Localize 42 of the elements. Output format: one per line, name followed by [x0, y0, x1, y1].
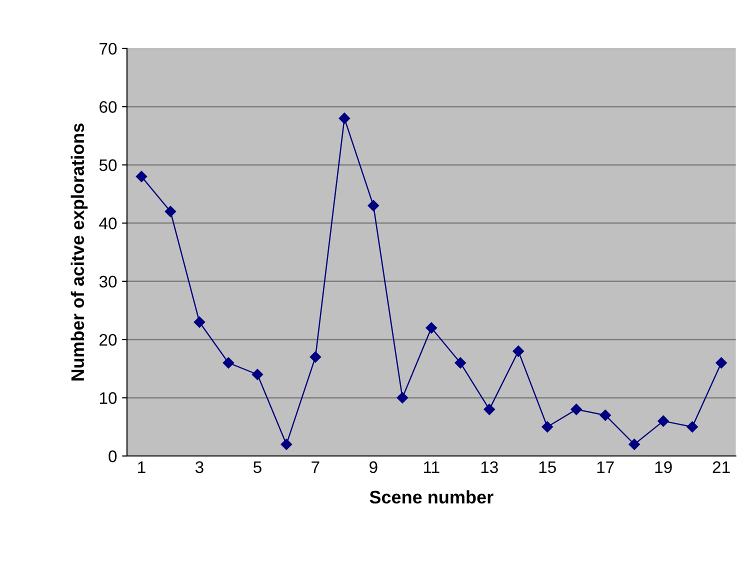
- x-tick-label: 13: [481, 461, 498, 474]
- point: [658, 415, 669, 427]
- point: [136, 170, 148, 182]
- y-tick-label: 40: [99, 218, 117, 230]
- x-tick-label: 17: [597, 461, 614, 473]
- point: [222, 357, 234, 368]
- point: [426, 322, 437, 334]
- x-tick-label: 21: [712, 461, 730, 473]
- point: [512, 346, 524, 357]
- point: [194, 316, 206, 328]
- x-tick-label: 1: [138, 461, 146, 473]
- point: [164, 206, 176, 218]
- point: [686, 421, 698, 432]
- y-tick-label: 0: [108, 450, 117, 462]
- x-tick-label: 7: [312, 461, 320, 473]
- point: [716, 357, 727, 368]
- x-tick-label: 11: [424, 461, 440, 473]
- point: [542, 421, 553, 432]
- y-tick-label: 60: [100, 101, 117, 113]
- point: [628, 438, 640, 450]
- point: [570, 404, 582, 416]
- x-tick-label: 5: [253, 461, 262, 474]
- point: [600, 410, 611, 421]
- x-tick-label: 15: [539, 461, 556, 474]
- point: [454, 357, 466, 368]
- x-tick-label: 9: [370, 461, 378, 474]
- y-axis-title: Number of acitve explorations: [70, 124, 88, 380]
- x-axis-title: Scene number: [370, 490, 494, 504]
- point: [368, 200, 380, 212]
- y-tick-label: 20: [100, 334, 117, 346]
- point: [396, 392, 408, 404]
- y-tick-label: 30: [99, 276, 117, 288]
- y-tick-label: 70: [100, 42, 117, 55]
- point: [310, 351, 322, 363]
- x-tick-label: 3: [195, 461, 204, 474]
- point: [338, 112, 350, 124]
- point: [252, 368, 264, 380]
- point: [484, 404, 495, 416]
- x-tick-label: 19: [655, 461, 672, 474]
- y-tick-label: 50: [99, 159, 117, 172]
- point: [280, 438, 292, 450]
- y-tick-label: 10: [100, 392, 117, 404]
